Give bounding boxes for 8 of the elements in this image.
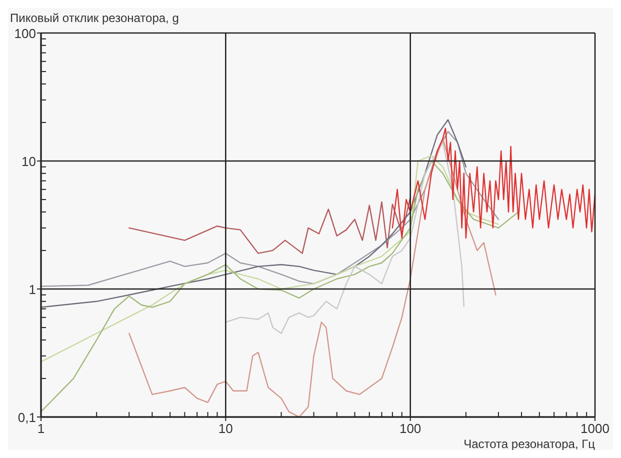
- x-tick-label: 10: [218, 421, 233, 436]
- y-tick-label: 1: [28, 282, 36, 297]
- y-tick-label: 0,1: [18, 410, 36, 425]
- y-tick-label: 100: [14, 26, 36, 41]
- y-tick-label: 10: [22, 154, 36, 169]
- y-axis-title: Пиковый отклик резонатора, g: [10, 11, 179, 25]
- x-tick-label: 1000: [580, 421, 610, 436]
- x-tick-label: 100: [399, 421, 422, 436]
